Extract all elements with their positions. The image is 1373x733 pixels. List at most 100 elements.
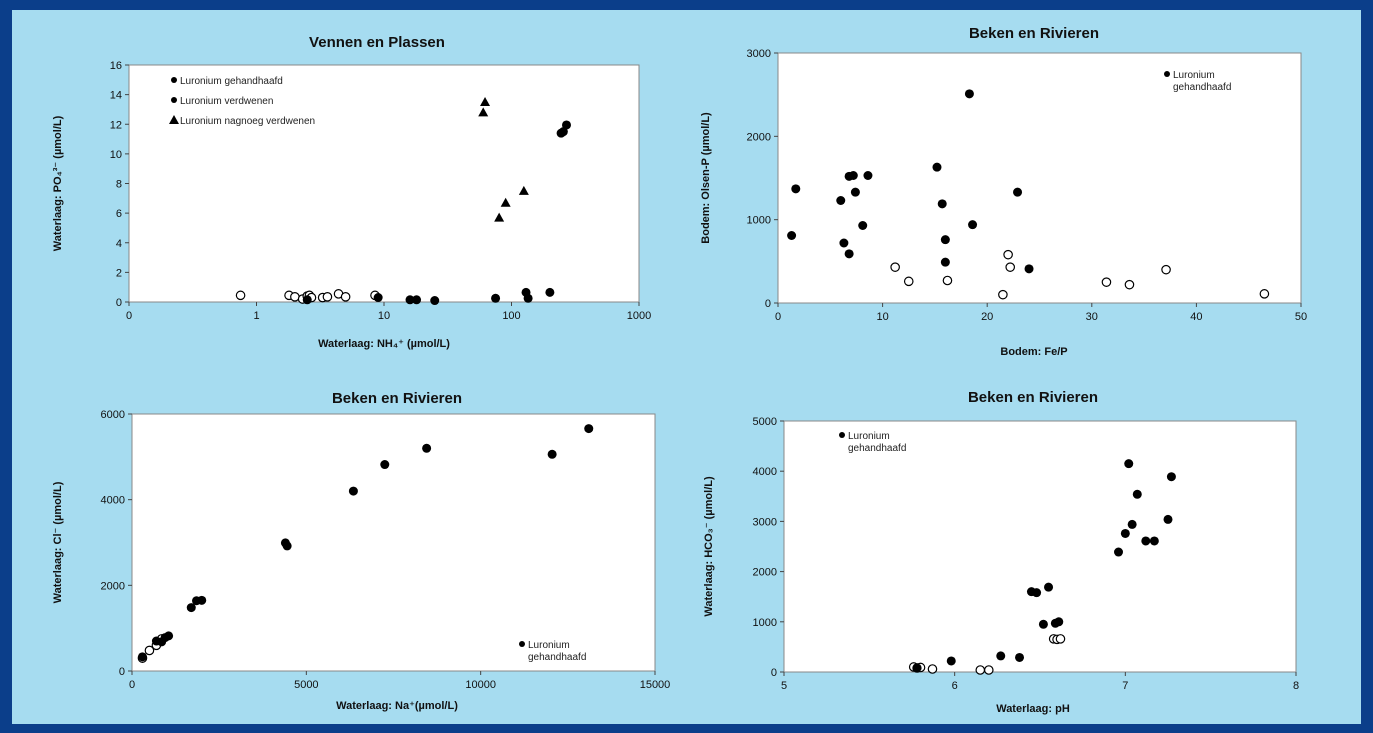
legend-marker [171,77,177,83]
x-tick-label: 5 [781,680,787,692]
y-tick-label: 0 [771,667,777,679]
x-tick-label: 10 [378,310,390,322]
data-point [164,631,174,641]
data-point [1032,588,1042,598]
y-tick-label: 10 [110,149,122,161]
x-tick-label: 0 [126,310,132,322]
data-point [518,185,529,195]
x-axis-label: Bodem: Fe/P [1000,346,1067,358]
y-tick-label: 2000 [747,131,771,143]
chart-panel-4: Beken en Rivieren 0 1000 2000 3000 4000 5000 5 6… [703,389,1299,715]
x-tick-label: 40 [1190,311,1202,323]
data-point [1161,264,1171,275]
data-point [561,120,571,130]
data-point [500,197,511,207]
x-tick-label: 7 [1122,680,1128,692]
data-point [545,287,555,297]
data-point [340,292,351,302]
y-tick-label: 4000 [101,495,125,507]
data-point [547,449,557,459]
x-tick-label: 0 [129,679,135,691]
data-point [1259,289,1270,299]
data-point [197,595,207,605]
data-point [937,199,947,209]
legend-marker [839,432,845,438]
data-point [1003,249,1013,260]
data-point [998,289,1008,300]
y-axis-label: Bodem: Olsen-P (µmol/L) [700,112,712,244]
x-axis-label: Waterlaag: Na⁺(µmol/L) [336,700,458,712]
data-point [282,541,292,551]
data-point [968,220,978,230]
data-point [584,424,594,434]
data-point [836,196,846,205]
data-point [478,107,489,117]
legend-label-line2: gehandhaafd [1173,82,1231,93]
y-tick-label: 6000 [101,409,125,421]
legend-marker [1164,71,1170,77]
data-point [912,663,922,673]
data-point [1101,277,1112,287]
y-axis-label: Waterlaag: Cl⁻ (µmol/L) [52,481,64,603]
data-point [480,97,491,107]
y-tick-label: 12 [110,119,122,131]
data-point [235,290,246,301]
y-axis-label: Waterlaag: PO₄³⁻ (µmol/L) [52,115,64,251]
y-tick-label: 1000 [747,215,771,227]
series-1 [890,249,1270,300]
x-tick-label: 10000 [465,679,496,691]
y-tick-label: 16 [110,60,122,72]
y-tick-label: 4 [116,238,122,250]
data-point [1166,472,1176,482]
legend-marker [169,115,179,124]
data-point [964,89,974,99]
x-tick-label: 50 [1295,311,1307,323]
data-point [975,665,986,675]
x-axis-label: Waterlaag: pH [996,703,1070,715]
data-point [405,295,415,305]
x-tick-label: 15000 [640,679,671,691]
data-point [890,262,900,272]
data-point [302,295,312,305]
data-point [996,651,1006,661]
series-2 [912,459,1176,673]
plot-area [131,413,656,672]
y-tick-label: 1000 [753,617,777,629]
legend-marker [519,641,525,647]
chart-title: Beken en Rivieren [968,389,1098,406]
data-point [863,171,873,180]
y-tick-label: 4000 [753,466,777,478]
y-tick-label: 5000 [753,416,777,428]
x-tick-label: 10 [876,311,888,323]
chart-title: Beken en Rivieren [332,390,462,407]
x-tick-label: 6 [952,680,958,692]
data-point [1124,279,1135,290]
y-tick-label: 0 [119,666,125,678]
data-point [186,603,196,613]
data-point [1141,536,1151,546]
data-point [1132,489,1142,499]
figure-frame: Vennen en Plassen 0 2 4 6 8 10 12 14 16 0 1 10 100 100… [12,10,1361,724]
legend-label: Luronium nagnoeg verdwenen [180,116,315,127]
data-point [791,184,801,194]
legend-label: Luronium [528,640,570,651]
data-point [290,292,300,302]
y-axis-label: Waterlaag: HCO₃⁻ (µmol/L) [703,476,715,617]
data-point [787,231,797,240]
data-point [1120,528,1130,538]
data-point [848,171,858,180]
chart-panel-1: Vennen en Plassen 0 2 4 6 8 10 12 14 16 0 1 10 100 100… [52,34,651,350]
data-point [903,276,914,287]
x-tick-label: 8 [1293,680,1299,692]
chart-panel-2: Beken en Rivieren 0 1000 2000 3000 0 10 20 30 40 5… [700,25,1307,358]
y-tick-label: 6 [116,208,122,220]
chart-title: Beken en Rivieren [969,25,1099,42]
x-tick-label: 20 [981,311,993,323]
legend-label-line2: gehandhaafd [528,652,586,663]
data-point [1044,582,1054,592]
x-axis-label: Waterlaag: NH₄⁺ (µmol/L) [318,338,450,350]
y-tick-label: 2 [116,267,122,279]
y-tick-label: 0 [765,298,771,310]
y-tick-label: 2000 [753,567,777,579]
